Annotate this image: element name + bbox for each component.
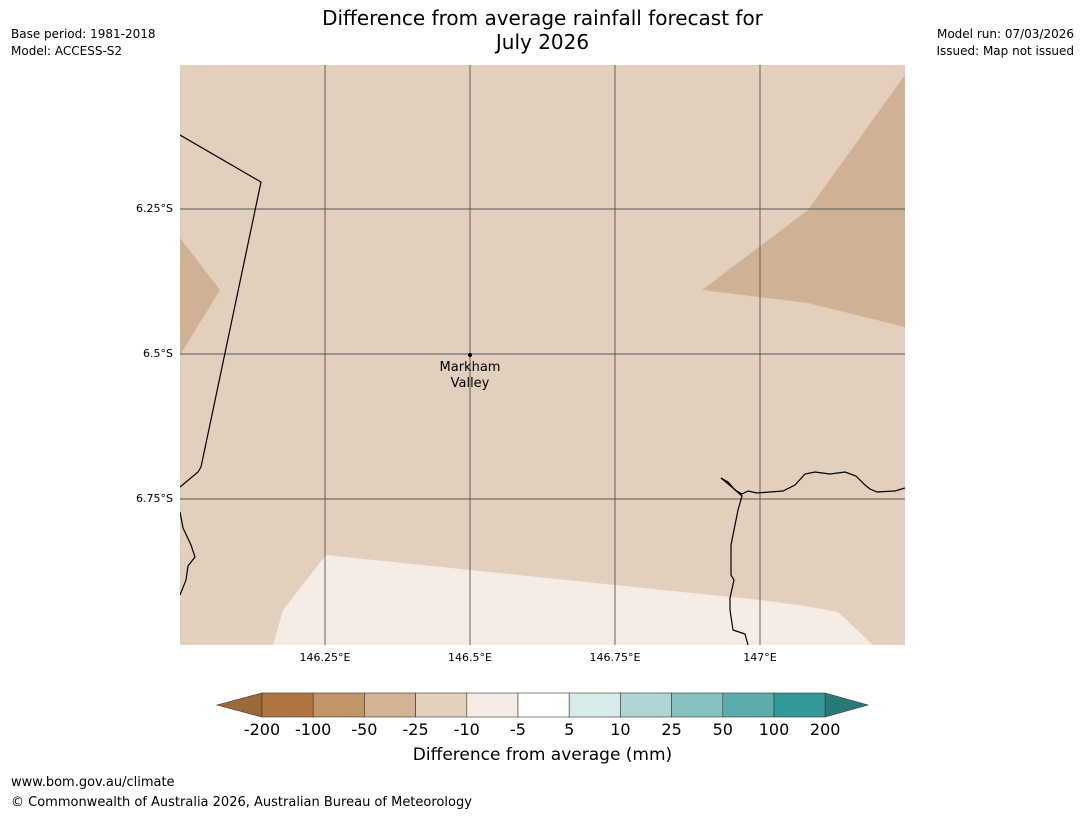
lon-label-146-75e: 146.75°E (589, 651, 641, 664)
markham-valley-marker (468, 353, 472, 357)
footer-copyright: © Commonwealth of Australia 2026, Austra… (11, 795, 472, 810)
colorbar-segment (773, 692, 826, 718)
colorbar-tick-label: 200 (809, 720, 841, 739)
rainfall-region-near-average-south (273, 555, 873, 645)
lon-label-147e: 147°E (743, 651, 777, 664)
colorbar-tick-label: 10 (610, 720, 631, 739)
coastline-west (180, 511, 196, 596)
colorbar-tick-label: 50 (712, 720, 733, 739)
model-run: Model run: 07/03/2026 (936, 27, 1074, 41)
river (720, 477, 749, 645)
colorbar-title: Difference from average (mm) (0, 745, 1085, 765)
colorbar-extend-high (824, 692, 870, 718)
coastline-northeast (720, 471, 905, 495)
colorbar-tick-label: -25 (402, 720, 429, 739)
colorbar-tick-label: -10 (453, 720, 480, 739)
lat-label-6-75s: 6.75°S (136, 492, 173, 505)
map-area (180, 65, 905, 645)
title-line-2: July 2026 (495, 30, 590, 54)
meta-left: Base period: 1981-2018 Model: ACCESS-S2 (11, 26, 156, 60)
colorbar-tick-label: -100 (295, 720, 332, 739)
lat-label-6-5s: 6.5°S (143, 347, 173, 360)
colorbar-segment (261, 692, 314, 718)
colorbar-tick-label: -200 (243, 720, 281, 739)
place-label-markham-valley: Markham Valley (420, 360, 520, 392)
rainfall-region-minus25-northeast (702, 75, 905, 327)
border-line (180, 134, 262, 488)
title-line-1: Difference from average rainfall forecas… (322, 6, 763, 30)
meta-right: Model run: 07/03/2026 Issued: Map not is… (936, 26, 1074, 60)
colorbar-extend-low (215, 692, 263, 718)
footer-url: www.bom.gov.au/climate (11, 775, 175, 790)
colorbar (215, 692, 870, 718)
lon-label-146-5e: 146.5°E (448, 651, 492, 664)
place-name-line-1: Markham (439, 360, 501, 375)
colorbar-segment (415, 692, 468, 718)
colorbar-tick-label: -5 (510, 720, 526, 739)
colorbar-segment (466, 692, 519, 718)
colorbar-tick-label: 25 (661, 720, 682, 739)
lon-label-146-25e: 146.25°E (299, 651, 351, 664)
colorbar-title-text: Difference from average (mm) (412, 745, 673, 765)
colorbar-tick-label: 100 (758, 720, 790, 739)
colorbar-segment (722, 692, 775, 718)
rainfall-region-minus10 (180, 65, 905, 645)
colorbar-tick-label: 5 (564, 720, 575, 739)
colorbar-segment (312, 692, 365, 718)
colorbar-segment (568, 692, 621, 718)
colorbar-segment (620, 692, 672, 718)
colorbar-segment (671, 692, 724, 718)
colorbar-segment (517, 692, 570, 718)
coastline (180, 134, 905, 645)
gridlines (180, 65, 905, 645)
issued-status: Issued: Map not issued (936, 44, 1074, 58)
base-period: Base period: 1981-2018 (11, 27, 156, 41)
model-name: Model: ACCESS-S2 (11, 44, 123, 58)
colorbar-tick-label: -50 (351, 720, 378, 739)
place-name-line-2: Valley (450, 376, 490, 391)
lat-label-6-25s: 6.25°S (136, 202, 173, 215)
map-title: Difference from average rainfall forecas… (0, 6, 1085, 54)
rainfall-region-minus25-west (180, 238, 220, 355)
colorbar-segment (364, 692, 416, 718)
